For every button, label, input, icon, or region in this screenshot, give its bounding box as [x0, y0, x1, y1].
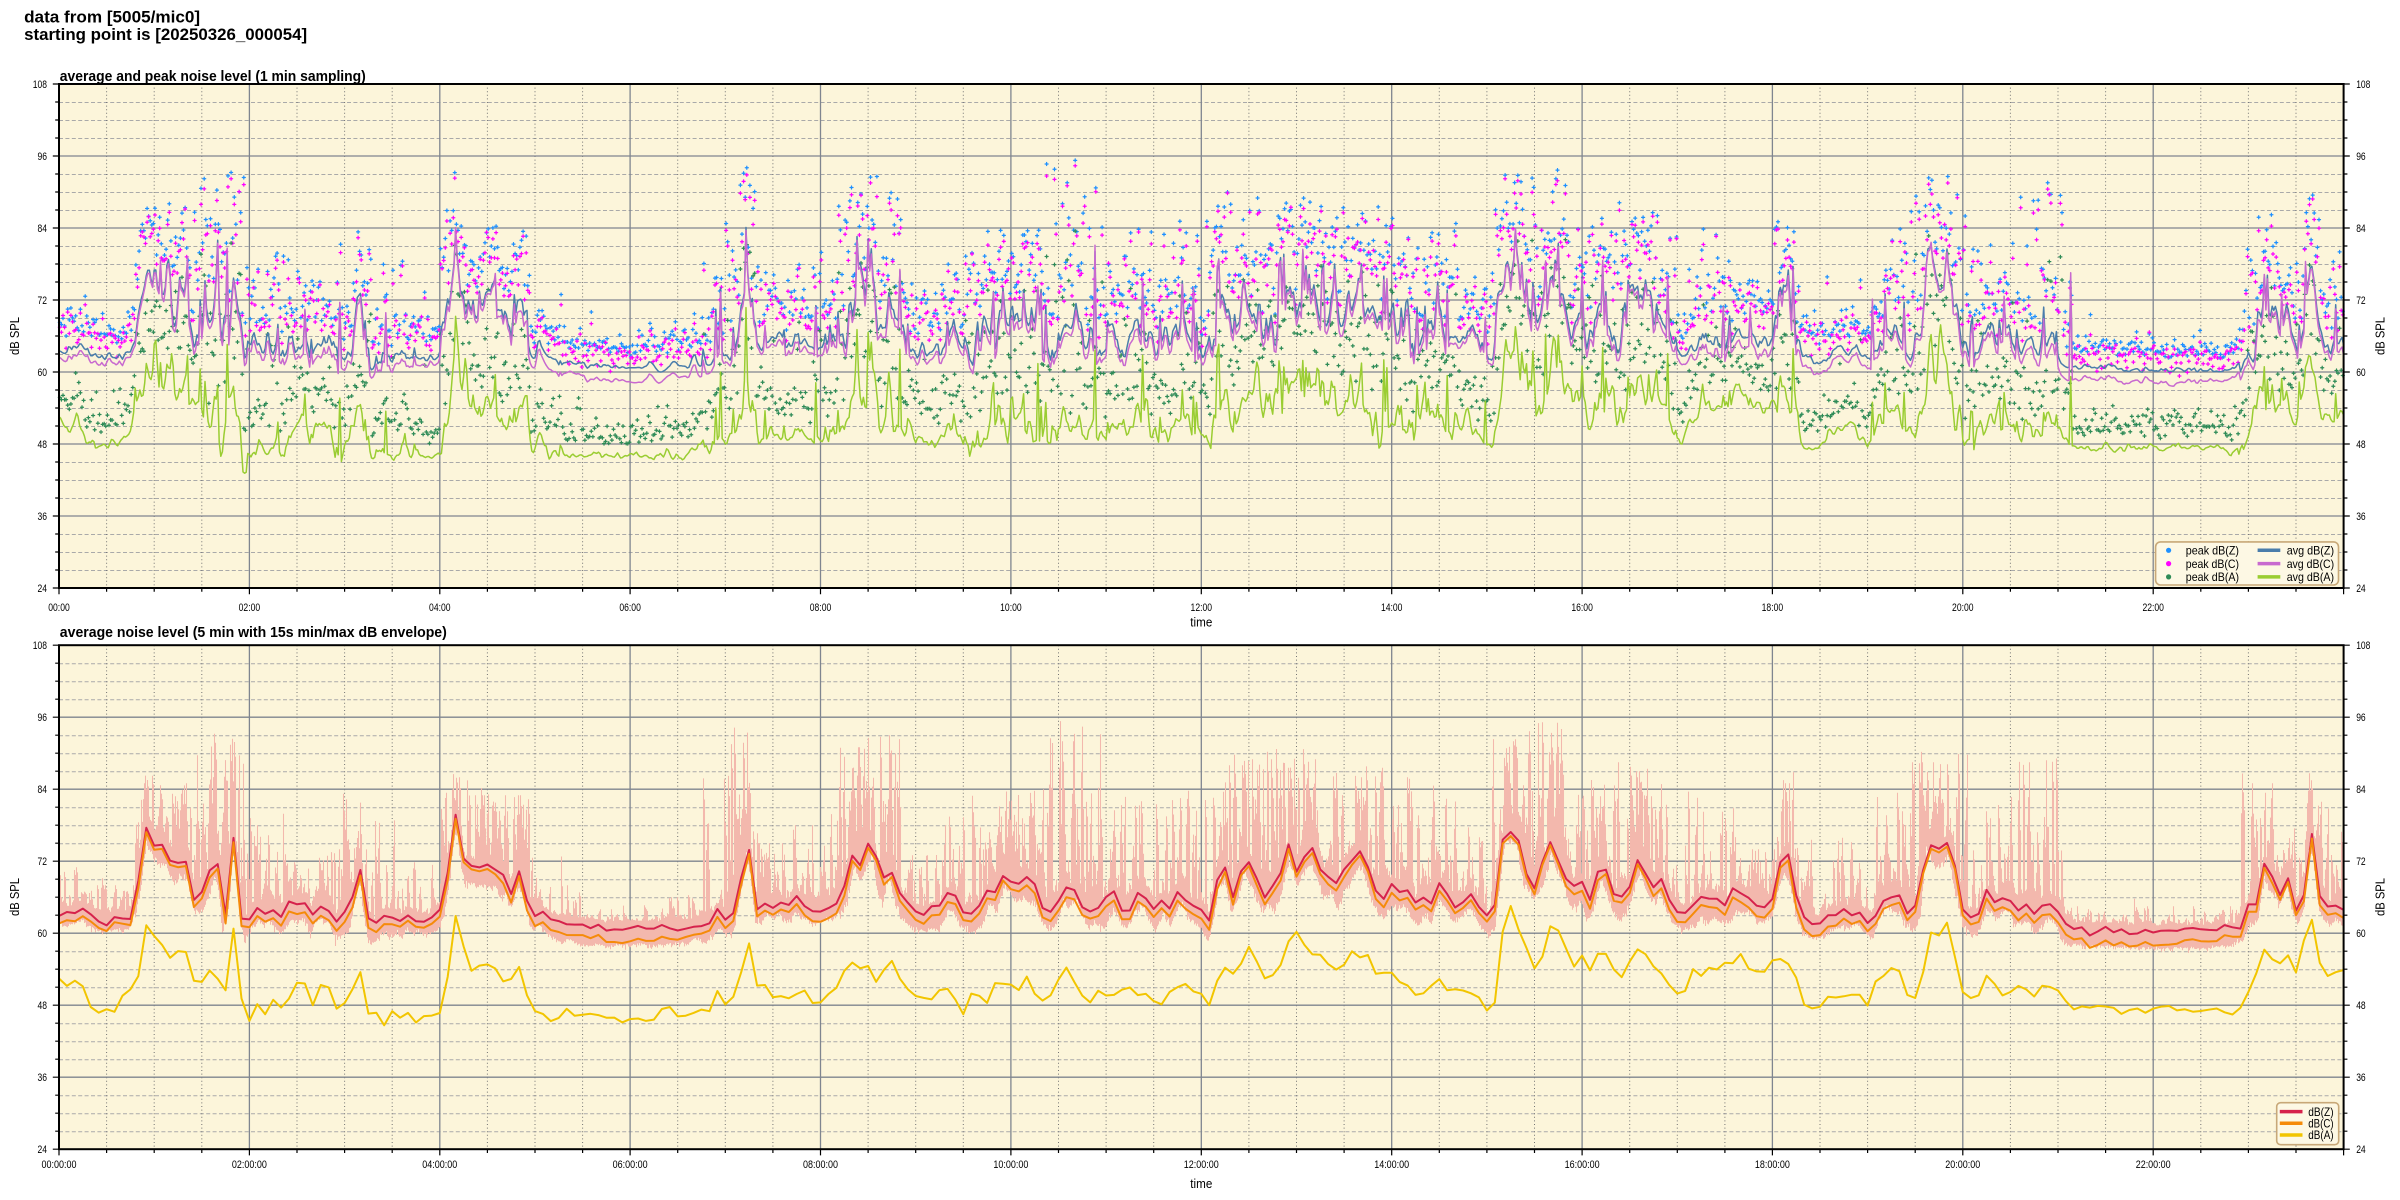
svg-text:108: 108	[33, 640, 47, 652]
svg-text:04:00:00: 04:00:00	[422, 1159, 457, 1171]
svg-text:starting point is [20250326_00: starting point is [20250326_000054]	[24, 26, 307, 44]
svg-text:time: time	[1190, 616, 1212, 630]
svg-text:02:00: 02:00	[239, 602, 261, 614]
svg-text:36: 36	[38, 511, 48, 523]
svg-text:average and peak noise level (: average and peak noise level (1 min samp…	[60, 68, 366, 85]
svg-text:96: 96	[2356, 712, 2366, 724]
svg-text:60: 60	[2356, 367, 2366, 379]
svg-text:avg dB(C): avg dB(C)	[2287, 557, 2334, 571]
svg-text:average noise level (5 min wit: average noise level (5 min with 15s min/…	[60, 624, 447, 641]
svg-text:48: 48	[38, 439, 48, 451]
svg-text:60: 60	[38, 928, 48, 940]
svg-text:10:00: 10:00	[1000, 602, 1022, 614]
svg-text:avg dB(A): avg dB(A)	[2287, 570, 2334, 584]
svg-text:dB SPL: dB SPL	[2374, 317, 2388, 355]
svg-text:14:00: 14:00	[1381, 602, 1403, 614]
svg-text:18:00: 18:00	[1762, 602, 1784, 614]
svg-text:data from [5005/mic0]: data from [5005/mic0]	[24, 9, 200, 27]
svg-text:10:00:00: 10:00:00	[993, 1159, 1028, 1171]
svg-text:108: 108	[33, 79, 47, 91]
svg-text:18:00:00: 18:00:00	[1755, 1159, 1790, 1171]
svg-text:16:00: 16:00	[1571, 602, 1593, 614]
svg-text:12:00: 12:00	[1191, 602, 1213, 614]
svg-text:96: 96	[38, 151, 48, 163]
svg-text:60: 60	[2356, 928, 2366, 940]
svg-text:dB SPL: dB SPL	[8, 317, 22, 355]
svg-text:20:00:00: 20:00:00	[1945, 1159, 1980, 1171]
svg-text:48: 48	[2356, 1000, 2366, 1012]
svg-text:84: 84	[38, 223, 48, 235]
svg-text:peak dB(A): peak dB(A)	[2186, 570, 2239, 584]
svg-text:00:00: 00:00	[48, 602, 70, 614]
svg-text:16:00:00: 16:00:00	[1565, 1159, 1600, 1171]
svg-text:108: 108	[2356, 640, 2370, 652]
svg-text:84: 84	[2356, 223, 2366, 235]
svg-text:84: 84	[2356, 784, 2366, 796]
svg-text:72: 72	[38, 295, 48, 307]
svg-text:108: 108	[2356, 79, 2370, 91]
svg-text:36: 36	[38, 1072, 48, 1084]
svg-text:72: 72	[2356, 295, 2366, 307]
svg-text:22:00: 22:00	[2142, 602, 2164, 614]
svg-text:time: time	[1190, 1177, 1212, 1191]
svg-text:dB SPL: dB SPL	[8, 878, 22, 916]
svg-text:04:00: 04:00	[429, 602, 451, 614]
svg-text:06:00: 06:00	[619, 602, 641, 614]
svg-text:72: 72	[38, 856, 48, 868]
svg-text:48: 48	[2356, 439, 2366, 451]
svg-text:24: 24	[2356, 583, 2366, 595]
svg-text:14:00:00: 14:00:00	[1374, 1159, 1409, 1171]
svg-text:24: 24	[38, 583, 48, 595]
svg-text:dB(A): dB(A)	[2308, 1128, 2333, 1142]
svg-text:avg dB(Z): avg dB(Z)	[2287, 544, 2334, 558]
svg-text:96: 96	[2356, 151, 2366, 163]
svg-text:dB(Z): dB(Z)	[2308, 1105, 2333, 1119]
svg-text:36: 36	[2356, 1072, 2366, 1084]
svg-text:peak dB(C): peak dB(C)	[2186, 557, 2239, 571]
svg-text:08:00:00: 08:00:00	[803, 1159, 838, 1171]
svg-text:72: 72	[2356, 856, 2366, 868]
svg-text:12:00:00: 12:00:00	[1184, 1159, 1219, 1171]
svg-text:02:00:00: 02:00:00	[232, 1159, 267, 1171]
svg-text:24: 24	[2356, 1144, 2366, 1156]
svg-text:06:00:00: 06:00:00	[613, 1159, 648, 1171]
svg-text:peak dB(Z): peak dB(Z)	[2186, 544, 2239, 558]
svg-text:96: 96	[38, 712, 48, 724]
svg-text:84: 84	[38, 784, 48, 796]
svg-text:22:00:00: 22:00:00	[2136, 1159, 2171, 1171]
svg-text:08:00: 08:00	[810, 602, 832, 614]
svg-text:00:00:00: 00:00:00	[42, 1159, 77, 1171]
svg-text:20:00: 20:00	[1952, 602, 1974, 614]
svg-text:48: 48	[38, 1000, 48, 1012]
svg-text:24: 24	[38, 1144, 48, 1156]
svg-text:60: 60	[38, 367, 48, 379]
svg-text:dB(C): dB(C)	[2308, 1117, 2333, 1131]
svg-text:36: 36	[2356, 511, 2366, 523]
svg-text:dB SPL: dB SPL	[2374, 878, 2388, 916]
